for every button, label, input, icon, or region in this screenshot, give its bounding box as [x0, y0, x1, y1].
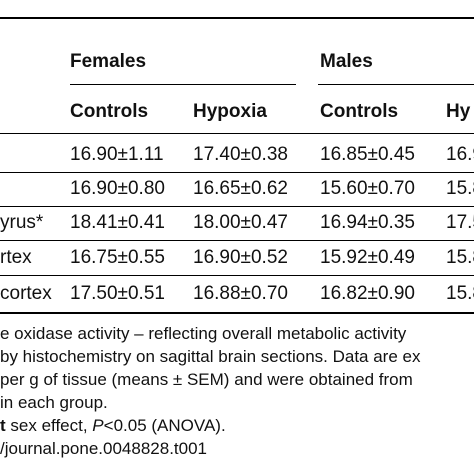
footnote-line-4: in each group.	[0, 393, 108, 412]
row-2-female-hypoxia: 16.65±0.62	[193, 178, 288, 199]
subheader-female-controls: Controls	[70, 101, 149, 122]
row-4-male-hypoxia: 15.8	[446, 247, 474, 268]
row-5-female-controls: 17.50±0.51	[70, 283, 165, 304]
row-1-male-controls: 16.85±0.45	[320, 144, 415, 165]
subheader-female-hypoxia: Hypoxia	[193, 101, 267, 122]
table-bottom-rule	[0, 312, 474, 314]
row-3-rule	[0, 240, 474, 241]
row-2-male-controls: 15.60±0.70	[320, 178, 415, 199]
header-bottom-rule	[0, 133, 474, 134]
footnote-effect-text: sex effect,	[5, 416, 93, 435]
header-females: Females	[70, 51, 147, 72]
row-5-female-hypoxia: 16.88±0.70	[193, 283, 288, 304]
females-rule	[70, 84, 296, 85]
males-rule	[318, 84, 474, 85]
row-3-male-hypoxia: 17.5	[446, 212, 474, 233]
footnote-line-5: t sex effect, P<0.05 (ANOVA).	[0, 416, 226, 436]
footnote-p-value: <0.05 (ANOVA).	[103, 416, 226, 435]
row-5-male-controls: 16.82±0.90	[320, 283, 415, 304]
row-1-female-controls: 16.90±1.11	[70, 144, 164, 165]
subheader-male-controls: Controls	[320, 101, 399, 122]
footnote-marker: t	[0, 416, 6, 435]
row-5-label: cortex	[0, 283, 52, 304]
footnote-doi: /journal.pone.0048828.t001	[0, 439, 208, 458]
footnote-line-2: by histochemistry on sagittal brain sect…	[0, 347, 421, 366]
row-4-female-hypoxia: 16.90±0.52	[193, 247, 288, 268]
footnote-line-3: per g of tissue (means ± SEM) and were o…	[0, 370, 413, 389]
row-4-male-controls: 15.92±0.49	[320, 247, 415, 268]
footnote-line-1: e oxidase activity – reflecting overall …	[0, 324, 407, 343]
row-3-female-controls: 18.41±0.41	[70, 212, 165, 233]
row-3-female-hypoxia: 18.00±0.47	[193, 212, 288, 233]
row-3-label: yrus*	[0, 212, 44, 233]
row-1-female-hypoxia: 17.40±0.38	[193, 144, 288, 165]
row-2-rule	[0, 206, 474, 207]
row-1-male-hypoxia: 16.9	[446, 144, 474, 165]
footnote-p-symbol: P	[92, 416, 104, 435]
row-2-male-hypoxia: 15.8	[446, 178, 474, 199]
subheader-male-hypoxia: Hy	[446, 101, 471, 122]
table-top-rule	[0, 17, 474, 19]
row-5-male-hypoxia: 15.8	[446, 283, 474, 304]
row-1-rule	[0, 172, 474, 173]
row-2-female-controls: 16.90±0.80	[70, 178, 165, 199]
row-3-male-controls: 16.94±0.35	[320, 212, 415, 233]
row-4-female-controls: 16.75±0.55	[70, 247, 165, 268]
header-males: Males	[320, 51, 373, 72]
row-4-rule	[0, 275, 474, 276]
row-4-label: rtex	[0, 247, 32, 268]
